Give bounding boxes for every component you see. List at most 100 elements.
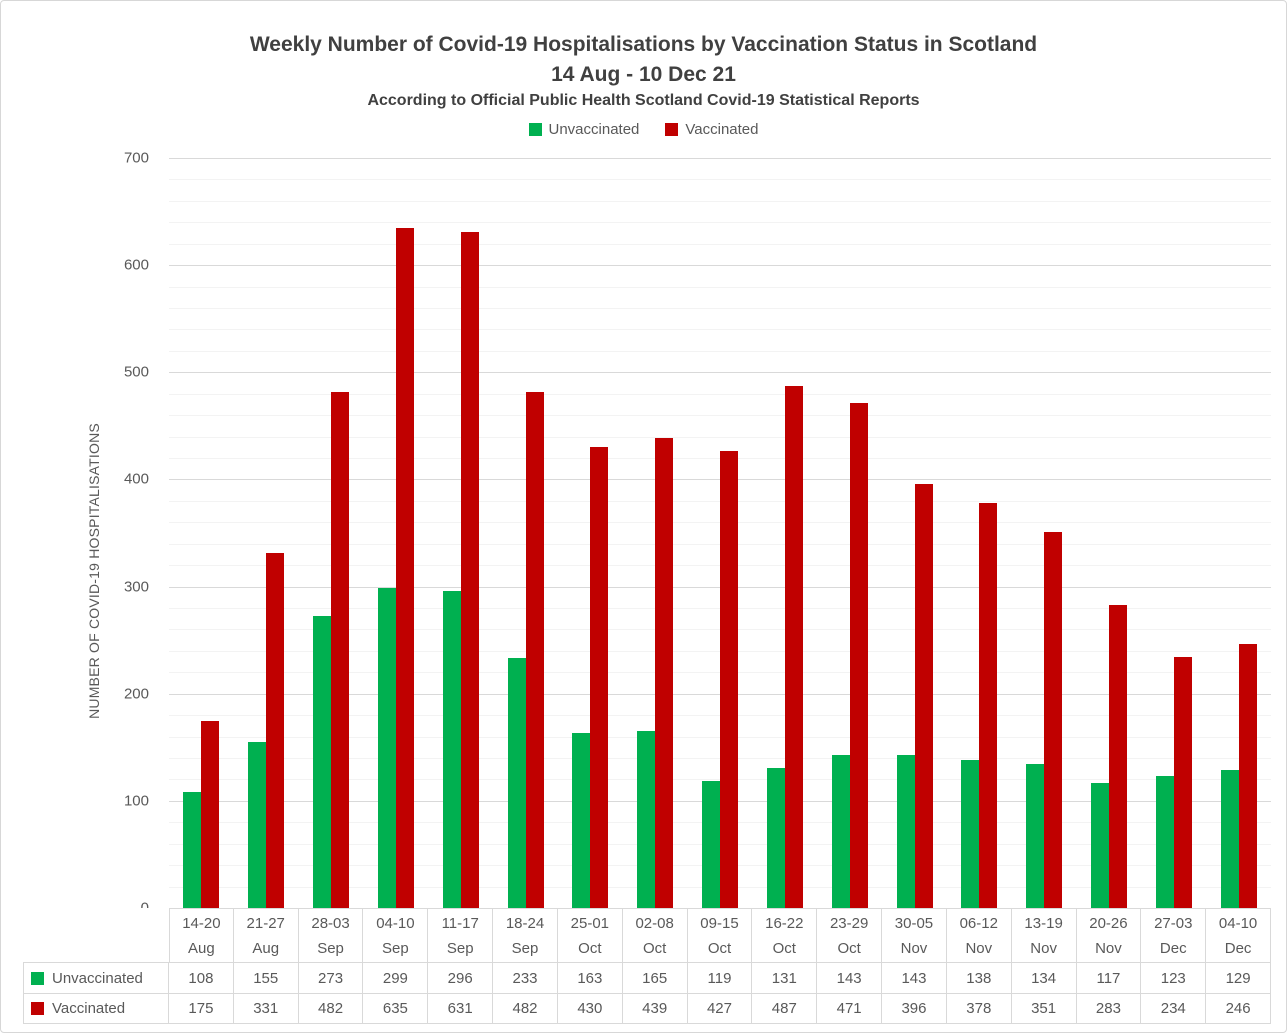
minor-gridline (169, 608, 1271, 609)
value-cell: 631 (428, 994, 494, 1024)
bar-unvaccinated (637, 731, 656, 908)
bar-unvaccinated (313, 615, 332, 908)
category-range-label: 09-15 (700, 914, 739, 932)
category-range-label: 11-17 (441, 914, 479, 932)
chart-legend: Unvaccinated Vaccinated (1, 121, 1286, 138)
bar-vaccinated (525, 391, 544, 908)
minor-gridline (169, 629, 1271, 631)
category-range-label: 16-22 (765, 914, 804, 932)
bar-series-area (169, 158, 1271, 908)
value-cell: 233 (493, 963, 558, 994)
y-tick-label: 200 (123, 685, 149, 703)
bar-group (1206, 158, 1271, 908)
value-cell: 396 (882, 994, 947, 1024)
category-range-label: 30-05 (894, 914, 934, 932)
table-corner-cell (23, 908, 169, 963)
bar-unvaccinated (961, 760, 980, 908)
category-month-label: Dec (1159, 939, 1187, 957)
value-cell: 119 (687, 963, 753, 994)
bar-unvaccinated (766, 767, 785, 908)
bar-vaccinated (1044, 531, 1063, 908)
bar-unvaccinated (507, 658, 526, 908)
bar-unvaccinated (183, 792, 202, 908)
bar-vaccinated (1109, 604, 1127, 908)
bar-group (1012, 158, 1077, 908)
value-cell: 378 (946, 994, 1012, 1024)
category-range-label: 20-26 (1089, 914, 1128, 932)
minor-gridline (169, 672, 1271, 674)
category-header-cell: 04-10 Sep (363, 908, 429, 963)
category-range-label: 04-10 (376, 914, 415, 932)
category-month-label: Oct (772, 939, 796, 957)
value-cell: 299 (363, 963, 429, 994)
minor-gridline (169, 736, 1271, 738)
minor-gridline (169, 650, 1271, 652)
value-cell: 234 (1141, 994, 1207, 1024)
category-header-cell: 09-15 Oct (687, 908, 753, 963)
bar-vaccinated (395, 227, 414, 908)
bar-unvaccinated (442, 590, 461, 908)
y-tick-label: 400 (123, 470, 149, 488)
unvaccinated-swatch-icon (528, 123, 542, 136)
unvaccinated-swatch-icon (31, 971, 44, 985)
category-range-label: 28-03 (311, 914, 350, 932)
minor-gridline (169, 393, 1271, 395)
value-cell: 143 (817, 963, 883, 994)
minor-gridline (169, 758, 1271, 759)
minor-gridline (169, 779, 1271, 781)
bar-group (688, 158, 753, 908)
minor-gridline (169, 565, 1271, 567)
bar-unvaccinated (702, 780, 721, 908)
minor-gridline (169, 243, 1271, 245)
plot-area (169, 158, 1271, 908)
bar-group (752, 158, 817, 908)
bar-unvaccinated (572, 733, 591, 908)
value-cell: 155 (233, 963, 299, 994)
category-month-label: Oct (707, 939, 732, 957)
category-month-label: Oct (642, 939, 667, 957)
value-cell: 439 (622, 994, 688, 1024)
category-header-cell: 21-27 Aug (233, 908, 299, 963)
category-range-label: 14-20 (182, 914, 221, 932)
category-header-cell: 02-08 Oct (622, 908, 688, 963)
bar-vaccinated (655, 437, 674, 908)
y-tick-label: 600 (123, 256, 149, 274)
minor-gridline (169, 500, 1271, 502)
legend-label-vaccinated: Vaccinated (685, 121, 759, 138)
category-range-label: 04-10 (1218, 914, 1258, 932)
vaccinated-swatch-icon (31, 1002, 44, 1015)
category-range-label: 23-29 (829, 914, 869, 932)
category-month-label: Nov (1095, 939, 1122, 957)
value-cell: 175 (169, 994, 234, 1024)
bar-vaccinated (849, 403, 868, 908)
major-gridline (169, 693, 1271, 695)
major-gridline (169, 479, 1271, 481)
major-gridline (169, 265, 1271, 267)
minor-gridline (169, 458, 1271, 459)
bar-group (234, 158, 299, 908)
category-header-cell: 14-20 Aug (169, 908, 234, 963)
value-cell: 635 (363, 994, 429, 1024)
major-gridline (169, 372, 1271, 374)
value-cell: 143 (882, 963, 947, 994)
value-cell: 123 (1141, 963, 1207, 994)
value-cell: 273 (298, 963, 364, 994)
minor-gridline (169, 222, 1271, 224)
bar-unvaccinated (1091, 782, 1109, 908)
vaccinated-swatch-icon (665, 123, 679, 136)
bar-vaccinated (331, 391, 350, 908)
minor-gridline (169, 715, 1271, 717)
value-cell: 131 (752, 963, 818, 994)
category-range-label: 13-19 (1024, 914, 1063, 932)
category-month-label: Sep (317, 939, 344, 957)
row-label-text: Vaccinated (52, 1000, 126, 1017)
category-header-cell: 13-19 Nov (1011, 908, 1077, 963)
bar-vaccinated (201, 720, 220, 908)
value-cell: 246 (1206, 994, 1271, 1024)
bar-vaccinated (1173, 657, 1192, 908)
value-cell: 331 (233, 994, 299, 1024)
y-axis-tick-labels: 0100200300400500600700 (1, 151, 149, 916)
bar-group (299, 158, 364, 908)
bar-unvaccinated (248, 741, 267, 908)
